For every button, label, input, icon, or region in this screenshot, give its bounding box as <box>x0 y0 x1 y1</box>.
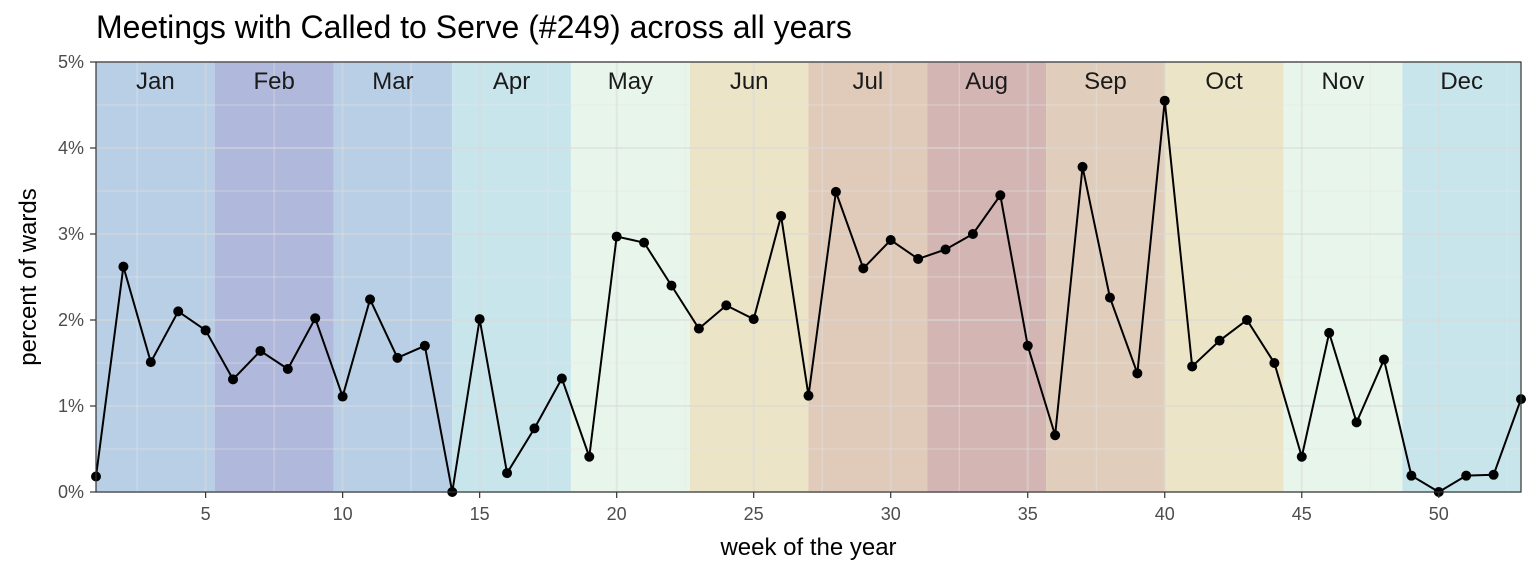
data-point <box>885 235 896 246</box>
data-point <box>967 229 978 239</box>
y-axis-title: percent of wards <box>15 188 42 365</box>
month-label: Sep <box>1084 68 1127 95</box>
month-labels: Jan Feb Mar Apr May Jun Jul Aug Sep Oct Nov Dec <box>136 68 1483 95</box>
data-point <box>1461 470 1472 481</box>
data-point <box>145 357 156 368</box>
y-tick-label: 4% <box>58 138 84 158</box>
y-tick-label: 5% <box>58 52 84 72</box>
x-tick-label: 5 <box>201 504 211 524</box>
data-point <box>1077 161 1088 172</box>
x-tick-label: 25 <box>744 504 764 524</box>
data-point <box>118 261 129 272</box>
y-tick-label: 0% <box>58 482 84 502</box>
x-tick-label: 50 <box>1429 504 1449 524</box>
data-point <box>639 237 650 248</box>
data-point <box>1488 469 1499 480</box>
y-axis: 0% 1% 2% 3% 4% 5% <box>58 52 96 502</box>
x-axis: 5 10 15 20 25 30 35 40 45 50 <box>201 492 1449 524</box>
data-point <box>419 340 430 351</box>
data-point <box>858 263 869 274</box>
data-point <box>474 314 485 325</box>
x-tick-label: 30 <box>881 504 901 524</box>
month-label: Feb <box>253 68 294 95</box>
data-point <box>1050 430 1061 441</box>
chart-title: Meetings with Called to Serve (#249) acr… <box>96 9 852 45</box>
month-label: Apr <box>493 68 530 95</box>
data-point <box>803 390 814 401</box>
series <box>91 95 1526 497</box>
data-point <box>337 391 348 402</box>
data-point <box>830 186 841 197</box>
data-point <box>365 294 376 305</box>
data-point <box>1269 358 1280 368</box>
data-point <box>1351 417 1362 428</box>
data-point <box>1132 368 1143 379</box>
x-axis-title: week of the year <box>719 534 896 561</box>
month-label: Aug <box>965 68 1008 95</box>
data-point <box>913 253 924 264</box>
data-point <box>200 325 211 336</box>
data-point <box>1022 340 1033 351</box>
data-point <box>611 231 622 242</box>
panel-border <box>95 61 1522 493</box>
y-tick-label: 3% <box>58 224 84 244</box>
month-label: Nov <box>1322 68 1365 95</box>
data-point <box>556 373 567 384</box>
month-label: Mar <box>372 68 413 95</box>
x-tick-label: 45 <box>1292 504 1312 524</box>
data-point <box>693 323 704 334</box>
data-point <box>1406 470 1417 481</box>
x-tick-label: 20 <box>607 504 627 524</box>
data-point <box>392 352 403 363</box>
data-point <box>255 345 266 356</box>
data-point <box>1324 327 1335 338</box>
x-tick-label: 10 <box>333 504 353 524</box>
data-point <box>776 210 787 221</box>
x-tick-label: 40 <box>1155 504 1175 524</box>
data-point <box>173 306 184 317</box>
month-label: Jul <box>852 68 883 95</box>
data-point <box>529 423 540 434</box>
data-point <box>1214 335 1225 346</box>
data-point <box>1159 95 1170 106</box>
data-point <box>282 364 293 375</box>
y-tick-label: 2% <box>58 310 84 330</box>
month-label: May <box>608 68 653 95</box>
data-point <box>748 314 759 325</box>
data-point <box>995 190 1006 201</box>
data-point <box>1104 292 1115 303</box>
data-point <box>1187 361 1198 372</box>
x-tick-label: 15 <box>470 504 490 524</box>
data-point <box>1241 315 1252 325</box>
data-point <box>1378 354 1389 365</box>
data-point <box>666 280 677 291</box>
x-tick-label: 35 <box>1018 504 1038 524</box>
data-point <box>721 300 732 311</box>
data-point <box>940 244 951 255</box>
month-label: Dec <box>1440 68 1483 95</box>
data-point <box>310 313 321 324</box>
y-tick-label: 1% <box>58 396 84 416</box>
data-point <box>1296 451 1307 462</box>
month-label: Jan <box>136 68 175 95</box>
month-label: Jun <box>730 68 769 95</box>
data-point <box>228 374 239 385</box>
data-point <box>584 451 595 462</box>
data-point <box>502 468 513 479</box>
month-label: Oct <box>1205 68 1243 95</box>
